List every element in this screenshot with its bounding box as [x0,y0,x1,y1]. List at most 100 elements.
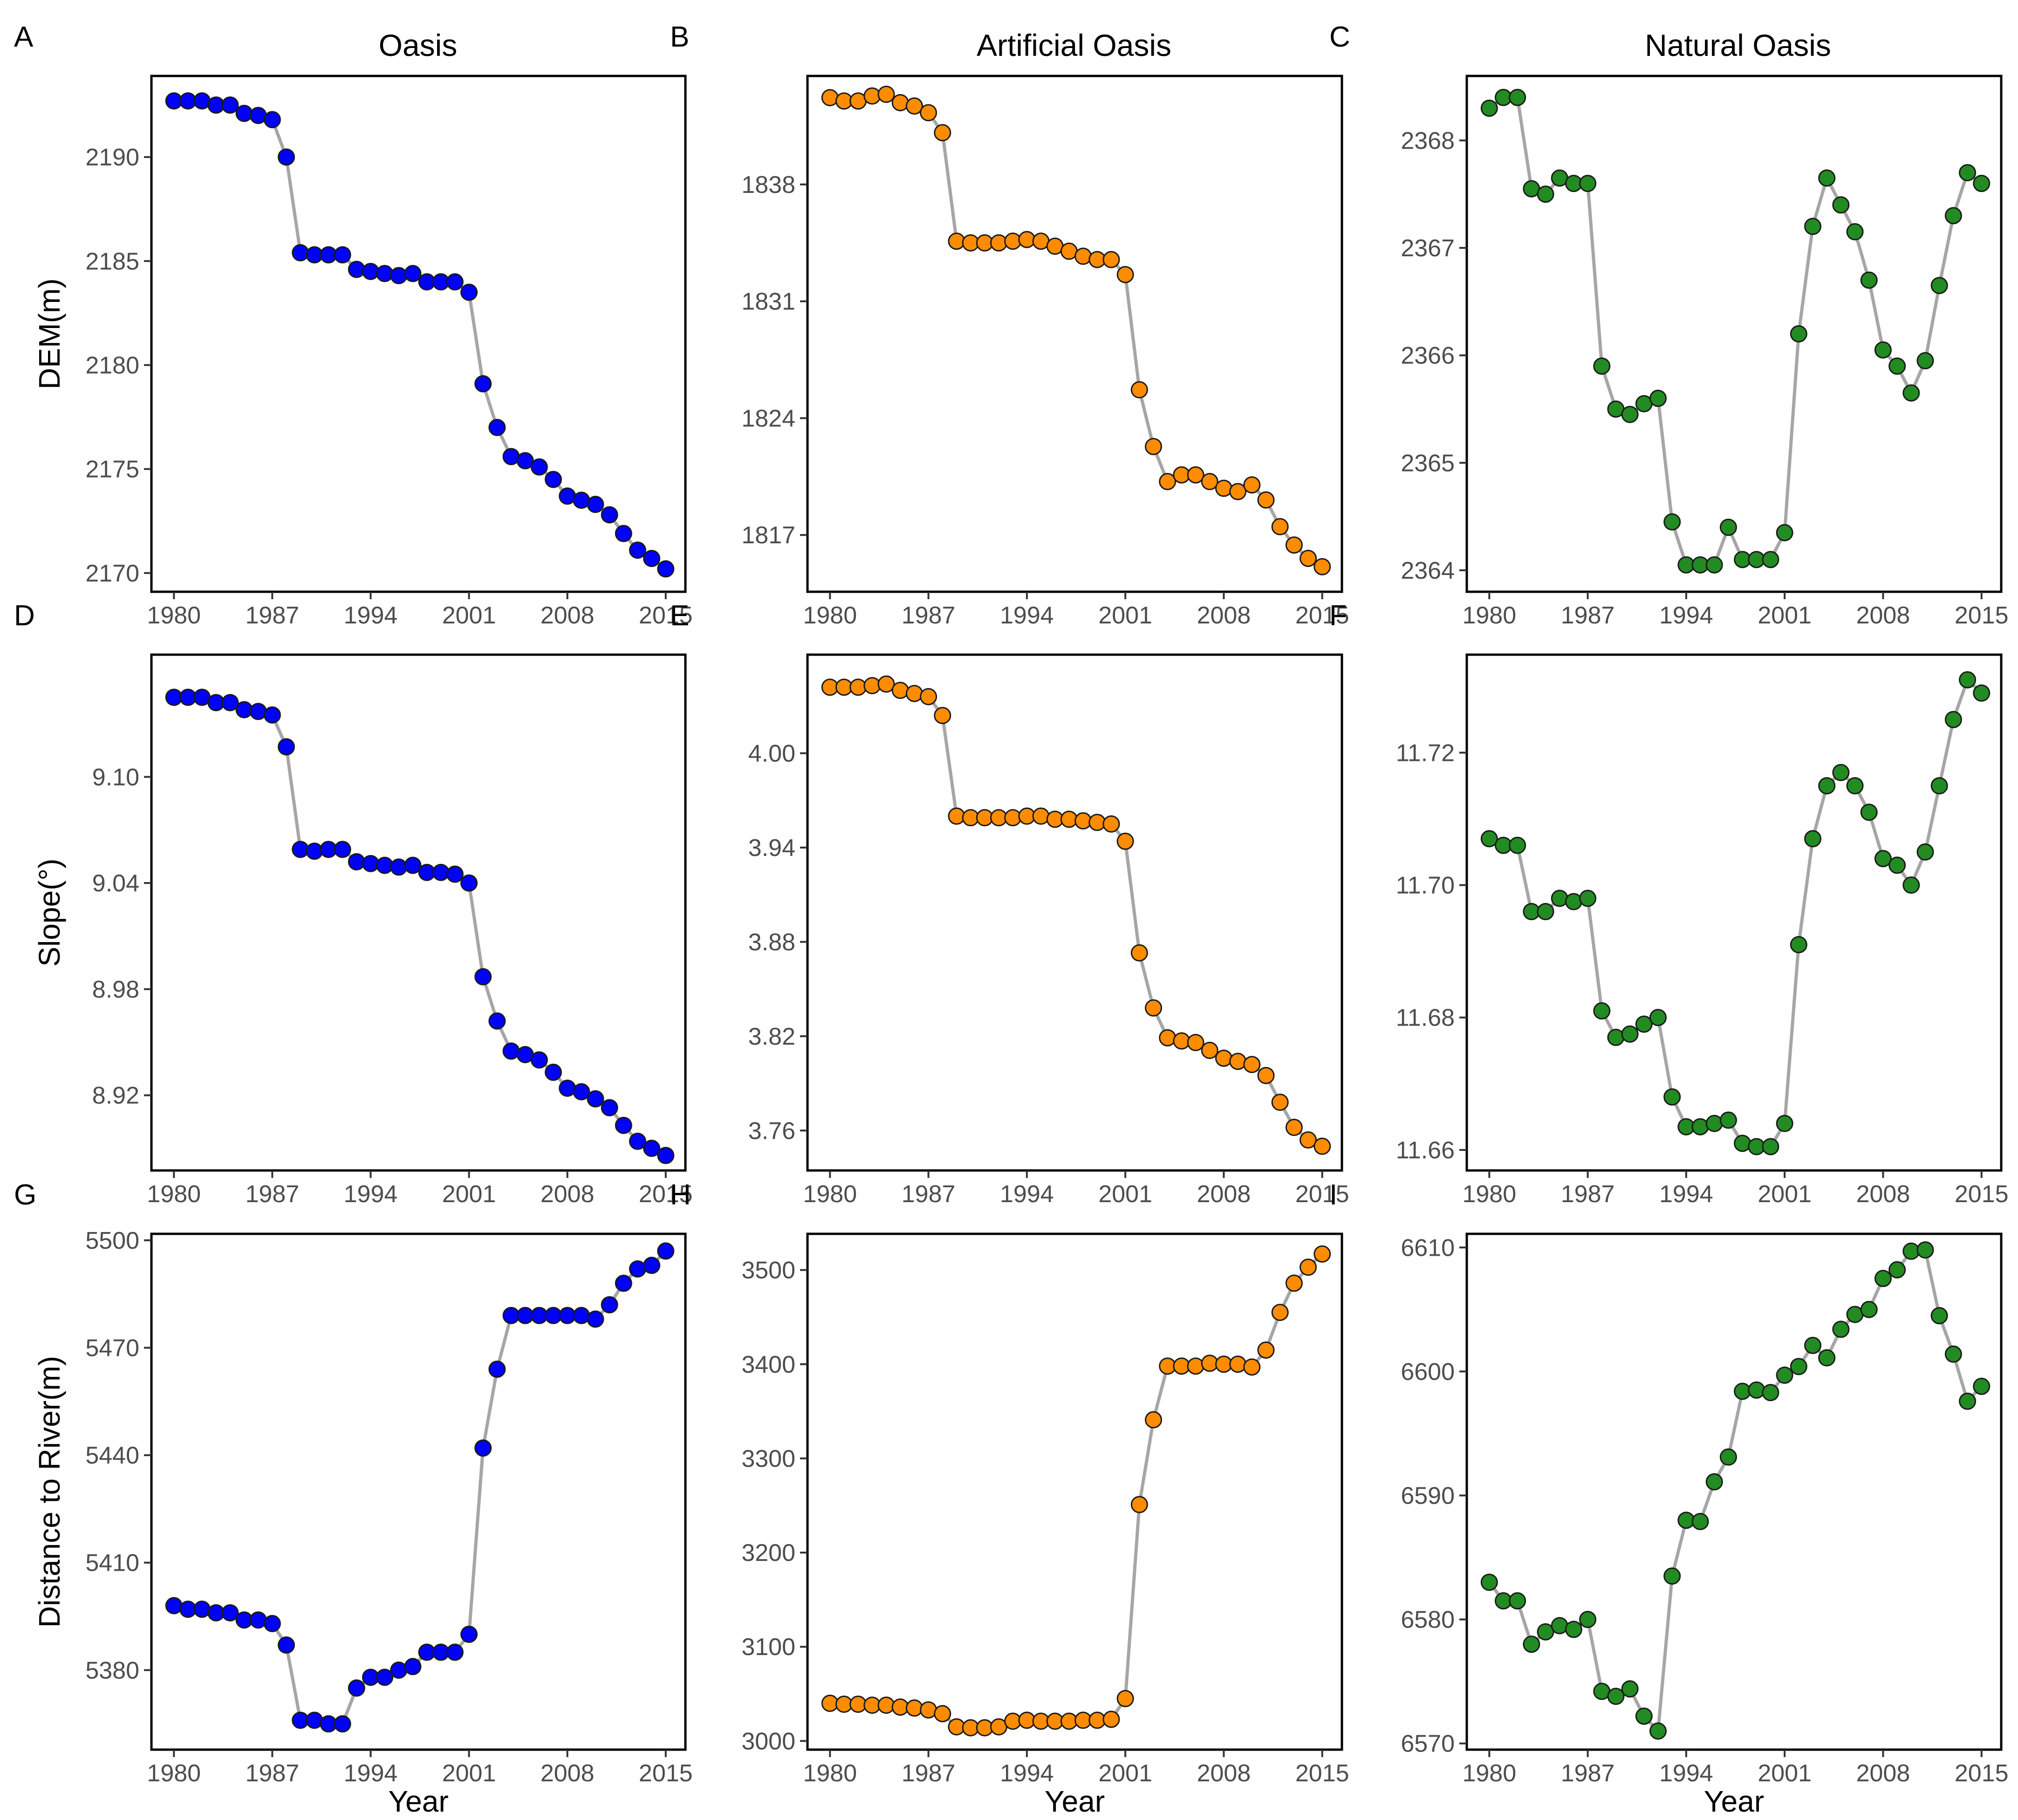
y-tick-label: 5380 [85,1657,139,1684]
panel-letter: G [14,1179,36,1211]
series-line [829,92,1323,568]
y-tick-label: 8.92 [92,1082,139,1109]
y-tick-label: 6600 [1401,1358,1455,1385]
data-point [404,1658,422,1676]
y-tick-label: 3300 [741,1445,795,1472]
data-point [530,1051,548,1069]
data-point [446,865,464,883]
data-point [643,1140,661,1157]
data-point [1313,558,1331,575]
y-tick-label: 2190 [85,144,139,171]
data-point [1215,479,1232,497]
data-point [292,244,309,261]
data-point [587,1090,604,1108]
data-point [1846,777,1864,794]
data-point [1916,352,1934,369]
y-tick-label: 3.82 [748,1023,795,1050]
data-point [891,94,909,111]
y-tick-label: 2366 [1401,342,1455,369]
y-tick-label: 3.76 [748,1117,795,1144]
data-point [1719,1111,1737,1129]
data-point [348,1679,365,1697]
data-point [920,104,937,122]
x-tick-label: 2001 [1758,602,1812,629]
data-point [1804,218,1822,235]
data-point [643,1257,661,1274]
data-point [221,694,239,712]
x-tick-label: 2015 [639,602,693,629]
y-tick-label: 5470 [85,1334,139,1362]
data-point [1973,684,1991,702]
data-point [545,471,562,488]
data-point [1187,1357,1204,1375]
data-point [863,677,881,694]
x-tick-label: 2008 [1856,602,1910,629]
data-point [376,265,394,282]
data-point [601,506,618,524]
data-point [1088,814,1106,831]
data-point [1551,1617,1568,1635]
x-tick-label: 2001 [1098,602,1152,629]
data-point [1480,830,1498,848]
x-tick-label: 1994 [1659,1760,1713,1787]
y-tick-label: 9.10 [92,764,139,791]
data-point [1762,1138,1779,1156]
data-point [1523,1635,1540,1653]
data-point [1776,1366,1793,1384]
data-point [1944,1345,1962,1363]
plot-frame [1465,1232,2003,1751]
data-point [1565,893,1582,910]
y-tick-label: 3.88 [748,929,795,956]
data-point [1159,1029,1177,1047]
y-tick-label: 11.70 [1396,872,1455,899]
panel-d: D 8.92 8.98 9.04 9.10 1980 1987 1994 2001 2008 201… [14,600,693,1208]
data-point [1130,944,1148,962]
panel-letter: I [1329,1179,1337,1211]
data-point [587,1310,604,1328]
x-tick-label: 2008 [540,1181,595,1208]
data-point [1285,536,1303,554]
data-point [629,1132,646,1150]
x-tick-label: 1980 [147,602,201,629]
data-point [877,1697,895,1714]
y-tick-label: 8.98 [92,976,139,1003]
y-tick-label: 1817 [741,522,795,549]
column-title-natural-oasis: Natural Oasis [1645,28,1831,62]
data-point [1874,850,1892,868]
data-point [1902,384,1920,402]
y-tick-label: 5440 [85,1442,139,1469]
data-point [292,841,309,858]
x-tick-label: 1994 [344,602,398,629]
data-point [877,675,895,693]
x-tick-label: 2008 [1197,602,1251,629]
x-axis-title: Year [1045,1785,1105,1818]
x-tick-label: 1994 [1659,1181,1713,1208]
data-point [348,260,365,278]
data-point [235,104,253,122]
data-point [249,1611,267,1629]
data-point [1004,233,1022,250]
data-point [1173,1032,1190,1050]
y-tick-label: 2180 [85,352,139,379]
data-point [221,1604,239,1622]
data-point [1860,803,1878,821]
data-point [488,418,506,436]
data-point [249,703,267,720]
data-point [1621,405,1639,423]
data-point [1973,1377,1991,1395]
data-point [1762,551,1779,568]
data-point [1832,196,1850,214]
data-point [1846,223,1864,240]
data-point [404,265,422,282]
x-tick-label: 1987 [1561,602,1615,629]
data-point [1748,1381,1765,1399]
data-point [1257,1341,1275,1359]
y-tick-label: 3000 [741,1728,795,1755]
data-point [601,1296,618,1314]
data-point [1480,1574,1498,1591]
data-point [1537,1623,1554,1641]
data-point [446,273,464,291]
data-point [1930,1307,1948,1325]
data-point [573,1083,590,1101]
y-tick-label: 3200 [741,1539,795,1567]
